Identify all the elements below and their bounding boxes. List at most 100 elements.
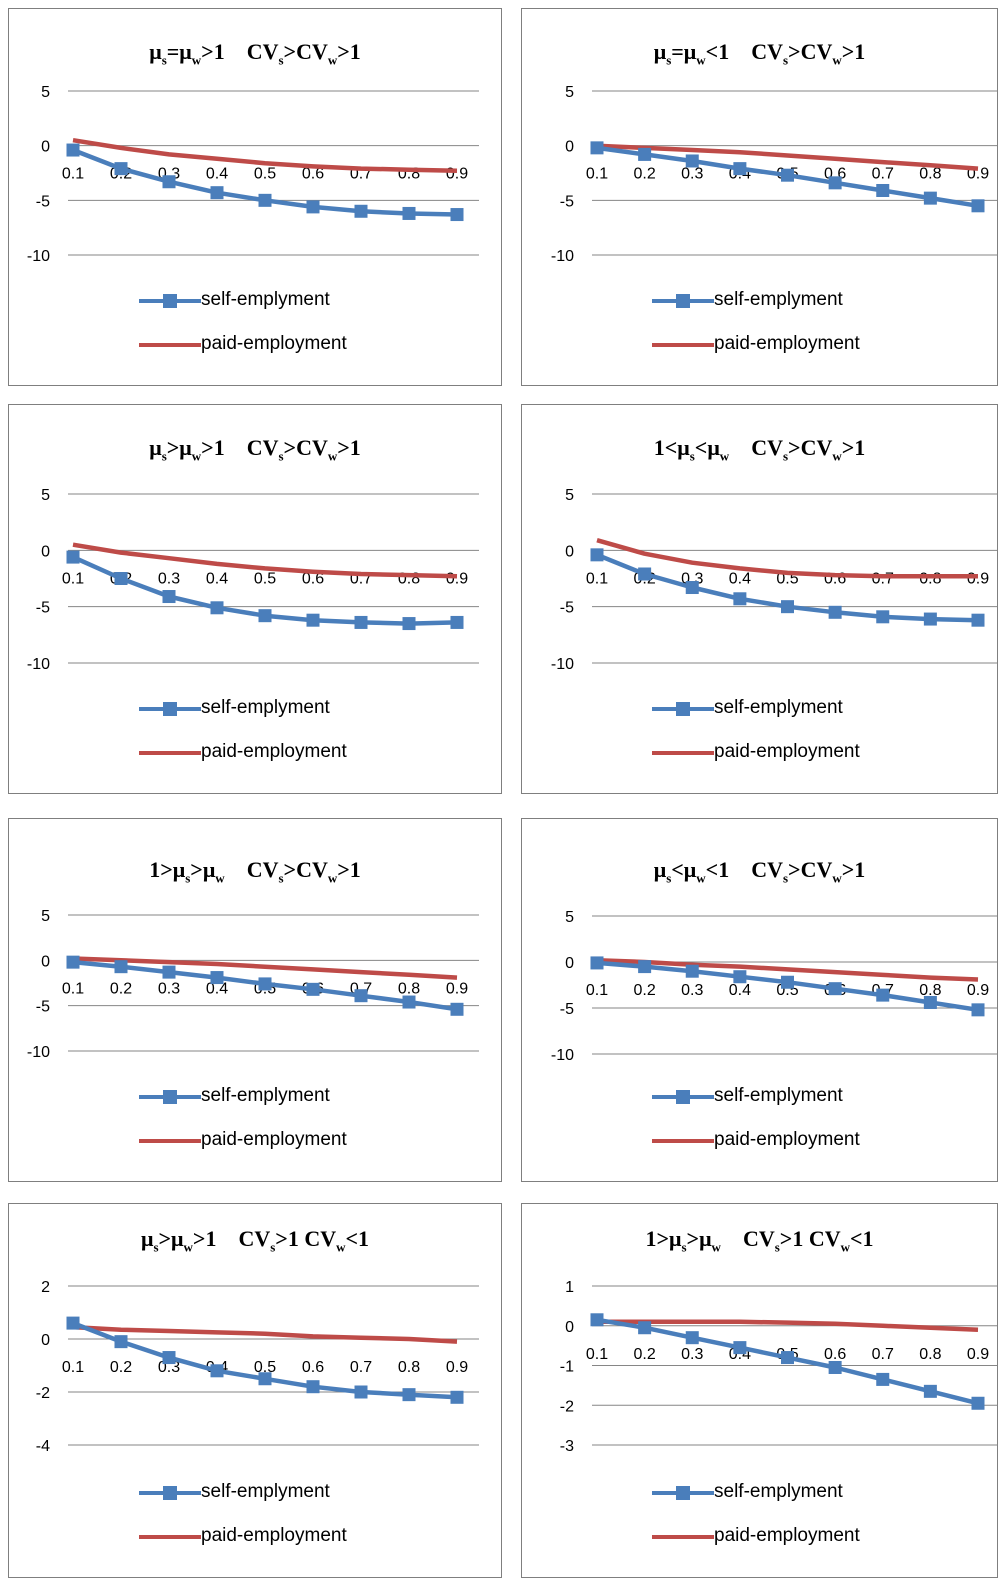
chart-title: μs>μw>1 CVs>1 CVw<1 <box>9 1226 501 1255</box>
title-subscript: w <box>183 1239 193 1255</box>
y-tick-label: -5 <box>36 999 50 1016</box>
title-text: >μ <box>158 1226 184 1251</box>
y-tick-label: -5 <box>36 193 50 210</box>
x-tick-label: 0.2 <box>634 1346 656 1363</box>
legend-label: paid-employment <box>201 741 347 762</box>
y-tick-label: -3 <box>560 1438 574 1455</box>
data-point-marker <box>66 550 80 564</box>
paid-employment-line <box>597 1319 979 1332</box>
x-tick-label: 0.4 <box>206 166 228 183</box>
data-point-marker <box>402 995 416 1009</box>
y-tick-label: -5 <box>560 193 574 210</box>
x-tick-label: 0.6 <box>302 166 324 183</box>
chart-plot: 20-2-40.10.20.30.40.50.60.70.80.9 <box>36 1279 479 1455</box>
data-point-marker <box>876 183 890 197</box>
title-subscript: s <box>161 448 167 464</box>
legend-swatch <box>139 1535 201 1539</box>
data-point-marker <box>114 960 128 974</box>
title-text: >1 <box>841 39 866 64</box>
data-point-marker <box>114 1335 128 1349</box>
y-tick-label: 0 <box>565 1319 574 1336</box>
title-text: >CV <box>788 857 833 882</box>
x-tick-label: 0.7 <box>350 1359 372 1376</box>
y-tick-label: -4 <box>36 1438 50 1455</box>
y-tick-label: 0 <box>565 955 574 972</box>
chart-panel: 1>μs>μw CVs>1 CVw<1 1 0 -1 -2 -3 0.1 0.2 0.3 0.4 0… <box>521 1203 998 1578</box>
title-subscript: w <box>327 448 338 464</box>
title-subscript: s <box>782 52 789 68</box>
data-point-marker <box>781 168 794 182</box>
data-point-marker <box>402 617 416 631</box>
x-tick-label: 0.7 <box>872 570 894 587</box>
x-tick-label: 0.6 <box>824 1346 846 1363</box>
data-point-marker <box>685 154 699 168</box>
y-tick-label: -10 <box>551 1047 574 1064</box>
x-tick-label: 0.2 <box>110 980 132 997</box>
x-tick-label: 0.3 <box>158 570 180 587</box>
y-tick-label: 5 <box>41 84 50 101</box>
data-point-marker <box>828 605 842 619</box>
title-subscript: s <box>782 870 789 886</box>
x-tick-label: 0.4 <box>206 980 228 997</box>
x-tick-label: 0.7 <box>872 1346 894 1363</box>
data-point-marker <box>114 572 128 585</box>
data-point-marker <box>66 1316 80 1330</box>
y-tick-label: -5 <box>36 600 50 617</box>
legend-swatch <box>139 1139 201 1143</box>
data-point-marker <box>450 208 464 222</box>
title-text: =μ <box>671 39 697 64</box>
legend-label: self-emplyment <box>201 1085 330 1106</box>
title-subscript: w <box>696 870 706 886</box>
chart-plot: 10-1-2-30.10.20.30.40.50.60.70.80.9 <box>560 1279 997 1455</box>
paid-employment-line <box>72 956 458 980</box>
chart-title: μs>μw>1 CVs>CVw>1 <box>9 435 501 464</box>
title-text: >μ <box>190 857 216 882</box>
title-subscript: w <box>327 52 338 68</box>
legend-label: self-emplyment <box>201 289 330 310</box>
data-point-marker <box>210 601 224 615</box>
title-subscript: s <box>153 1239 159 1255</box>
legend-label: self-emplyment <box>714 697 843 718</box>
title-subscript: s <box>666 870 672 886</box>
x-tick-label: 0.1 <box>62 166 84 183</box>
x-tick-label: 0.6 <box>302 1359 324 1376</box>
title-subscript: s <box>666 52 672 68</box>
paid-employment-line <box>596 957 979 982</box>
title-subscript: w <box>832 448 842 464</box>
chart-panel: μs=μw>1 CVs>CVw>150-5-100.10.20.30.40.50… <box>8 8 502 386</box>
y-tick-label: -10 <box>551 248 574 265</box>
title-text: >1 <box>841 857 866 882</box>
title-text: =μ <box>166 39 192 64</box>
data-point-marker <box>781 975 794 989</box>
title-subscript: w <box>696 52 706 68</box>
chart-plot: 50-5-100.10.20.30.40.50.60.70.80.9 <box>551 84 997 265</box>
data-point-marker <box>638 960 652 974</box>
title-text: μ <box>149 39 162 64</box>
y-tick-label: -10 <box>551 656 574 673</box>
x-tick-label: 0.1 <box>62 1359 84 1376</box>
data-point-marker <box>781 1351 794 1365</box>
data-point-marker <box>258 977 272 991</box>
data-point-marker <box>685 581 699 595</box>
chart-title: 1>μs>μw CVs>CVw>1 <box>9 857 501 886</box>
data-point-marker <box>306 982 320 996</box>
data-point-marker <box>638 567 652 581</box>
legend-swatch <box>652 343 714 347</box>
data-point-marker <box>354 204 368 218</box>
title-text: >1 <box>337 39 361 64</box>
title-text: μ <box>653 857 667 882</box>
title-subscript: s <box>185 870 191 886</box>
legend-swatch <box>652 1535 714 1539</box>
title-text: <μ <box>694 435 720 460</box>
paid-employment-line <box>596 538 978 579</box>
chart-panel: 1>μs>μw CVs>CVw>150-5-100.10.20.30.40.50… <box>8 818 502 1182</box>
x-tick-label: 0.8 <box>919 570 941 587</box>
title-text: μ <box>149 435 162 460</box>
data-point-marker <box>638 147 652 161</box>
legend-marker-square-icon <box>676 702 690 716</box>
title-text: >μ <box>166 435 192 460</box>
title-text: >CV <box>283 39 328 64</box>
title-text: >1 <box>337 435 361 460</box>
data-point-marker <box>638 1321 652 1335</box>
title-subscript: w <box>832 870 842 886</box>
